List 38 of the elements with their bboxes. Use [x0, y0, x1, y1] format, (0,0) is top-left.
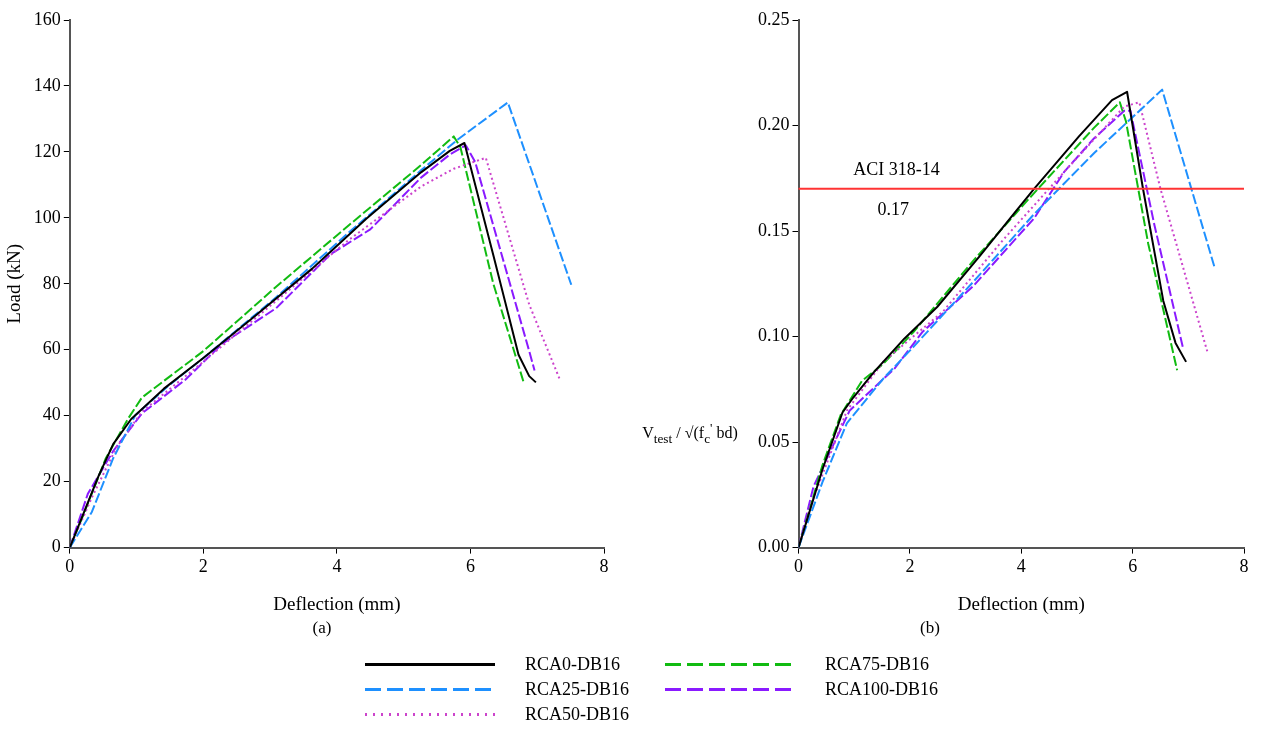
- x-tick-label: 6: [1128, 556, 1138, 577]
- text: (a): [311, 618, 333, 638]
- x-tick-label: 8: [599, 556, 609, 577]
- y-tick-label: 40: [42, 404, 61, 425]
- y-tick-label: 20: [42, 470, 61, 491]
- annotation: 0.17: [877, 198, 909, 219]
- y-axis-title: Load (kN): [3, 243, 26, 324]
- y-tick-label: 80: [42, 272, 61, 293]
- y-tick-label: 120: [33, 140, 61, 161]
- x-tick-label: 8: [1239, 556, 1249, 577]
- x-tick-label: 4: [332, 556, 342, 577]
- y-tick-label: 160: [33, 8, 61, 29]
- x-axis-title: Deflection (mm): [957, 592, 1085, 615]
- y-tick-label: 0.00: [758, 536, 790, 557]
- legend-label: RCA25-DB16: [525, 679, 630, 700]
- y-axis-title: V$_{test}$ / √(f$_{c}$$^{'}$ bd): [641, 420, 739, 447]
- text: (b): [919, 618, 941, 638]
- x-tick-label: 2: [905, 556, 915, 577]
- y-tick-label: 0.15: [758, 219, 790, 240]
- y-tick-label: 100: [33, 206, 61, 227]
- x-tick-label: 0: [794, 556, 803, 577]
- ref-line-label: ACI 318-14: [853, 158, 940, 179]
- legend-label: RCA50-DB16: [525, 704, 630, 725]
- x-tick-label: 0: [65, 556, 75, 577]
- legend-label: RCA100-DB16: [825, 679, 939, 700]
- y-tick-label: 60: [42, 338, 61, 359]
- x-tick-label: 6: [465, 556, 475, 577]
- y-tick-label: 0.25: [758, 8, 790, 29]
- y-tick-label: 140: [33, 74, 61, 95]
- y-tick-label: 0: [51, 536, 61, 557]
- y-tick-label: 0.05: [758, 430, 790, 451]
- x-tick-label: 4: [1016, 556, 1026, 577]
- legend-label: RCA75-DB16: [825, 654, 930, 675]
- y-tick-label: 0.10: [758, 325, 790, 346]
- legend-label: RCA0-DB16: [525, 654, 621, 675]
- x-axis-title: Deflection (mm): [273, 592, 401, 615]
- x-tick-label: 2: [198, 556, 208, 577]
- y-tick-label: 0.20: [758, 114, 790, 135]
